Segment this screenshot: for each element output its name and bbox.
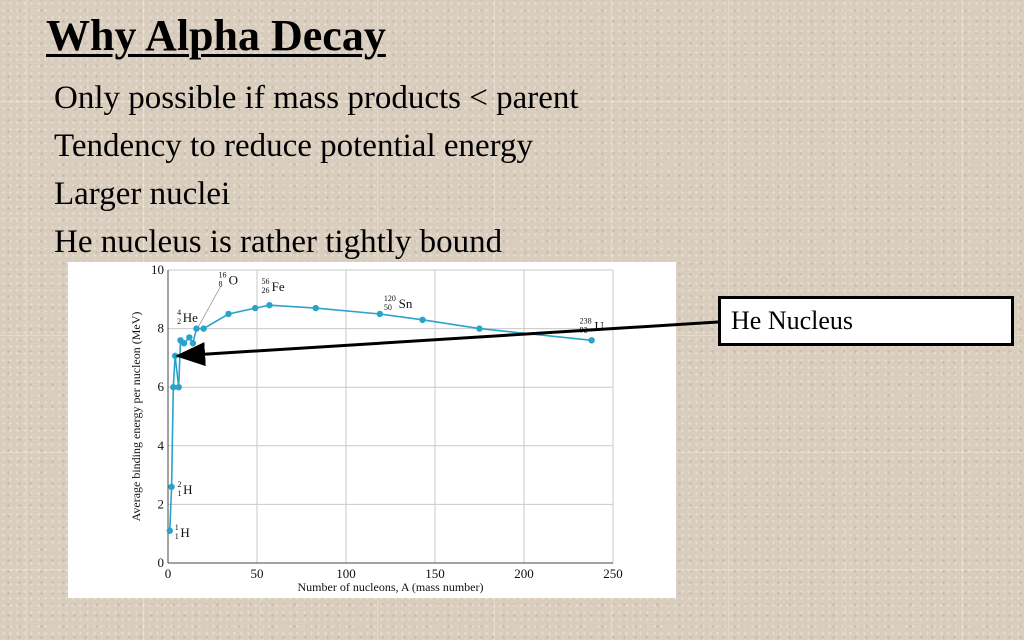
mass-number: 2 [178,480,182,489]
data-point [225,310,232,318]
bullet-item: Tendency to reduce potential energy [54,128,534,164]
data-point [180,340,188,347]
data-point [168,483,175,491]
binding-energy-chart: 0 50 100 150 200 250 0 2 4 6 8 10 Number of nucleon… [68,262,676,598]
atomic-number: 1 [178,489,182,498]
data-point [175,384,182,391]
atomic-number: 50 [384,303,392,312]
atomic-number: 8 [218,280,222,289]
data-point [170,384,177,391]
data-point [166,527,173,534]
element-symbol: H [180,525,189,540]
element-symbol: O [229,273,238,288]
mass-number: 16 [218,271,226,280]
data-point [252,304,259,312]
binding-energy-line [169,304,592,531]
data-point [189,340,197,347]
mass-number: 238 [580,316,592,325]
nuclide-label-h-1: 11 H [175,523,190,541]
element-symbol: He [183,310,198,325]
x-tick-label: 50 [251,566,264,581]
he-nucleus-callout: He Nucleus [718,296,1014,346]
data-point [588,337,595,344]
y-tick-label: 0 [158,555,165,570]
data-point [186,334,193,341]
x-tick-label: 0 [165,566,172,581]
x-tick-label: 200 [514,566,534,581]
curve-layer [166,301,595,534]
data-point [171,352,179,360]
element-symbol: Sn [399,296,413,311]
data-point [419,316,426,324]
element-symbol: H [183,482,192,497]
bullet-list: Only possible if mass products < parent … [54,74,579,266]
data-point [312,304,319,312]
atomic-number: 92 [580,325,588,334]
element-symbol: U [594,318,604,333]
y-axis-title: Average binding energy per nucleon (MeV) [129,312,143,522]
y-tick-label: 10 [151,262,164,277]
y-tick-label: 6 [158,379,165,394]
x-tick-label: 100 [336,566,356,581]
y-tick-label: 4 [158,438,165,453]
data-point [200,325,207,332]
bullet-item: Only possible if mass products < parent [54,80,579,116]
element-symbol: Fe [272,279,285,294]
data-point [476,325,483,332]
x-tick-label: 250 [603,566,623,581]
mass-number: 4 [177,308,181,317]
atomic-number: 2 [177,317,181,326]
y-tick-label: 2 [158,496,165,511]
bullet-item: He nucleus is rather tightly bound [54,224,503,260]
slide-title: Why Alpha Decay [46,11,386,60]
data-point [376,310,384,318]
mass-number: 56 [261,277,269,286]
bullet-item: Larger nuclei [54,176,231,212]
atomic-number: 26 [261,286,269,295]
mass-number: 120 [384,294,396,303]
y-tick-label: 8 [158,321,165,336]
x-axis-title: Number of nucleons, A (mass number) [298,580,484,594]
label-leader [198,286,221,327]
grid-layer [167,269,614,564]
nuclide-label-o-16: 168 O [198,271,238,327]
nuclide-label-h-2: 21 H [178,480,193,498]
mass-number: 1 [175,523,179,532]
nuclide-label-he-4: 42 He [177,308,198,326]
x-tick-label: 150 [425,566,445,581]
atomic-number: 1 [175,532,179,541]
data-point [266,301,273,309]
